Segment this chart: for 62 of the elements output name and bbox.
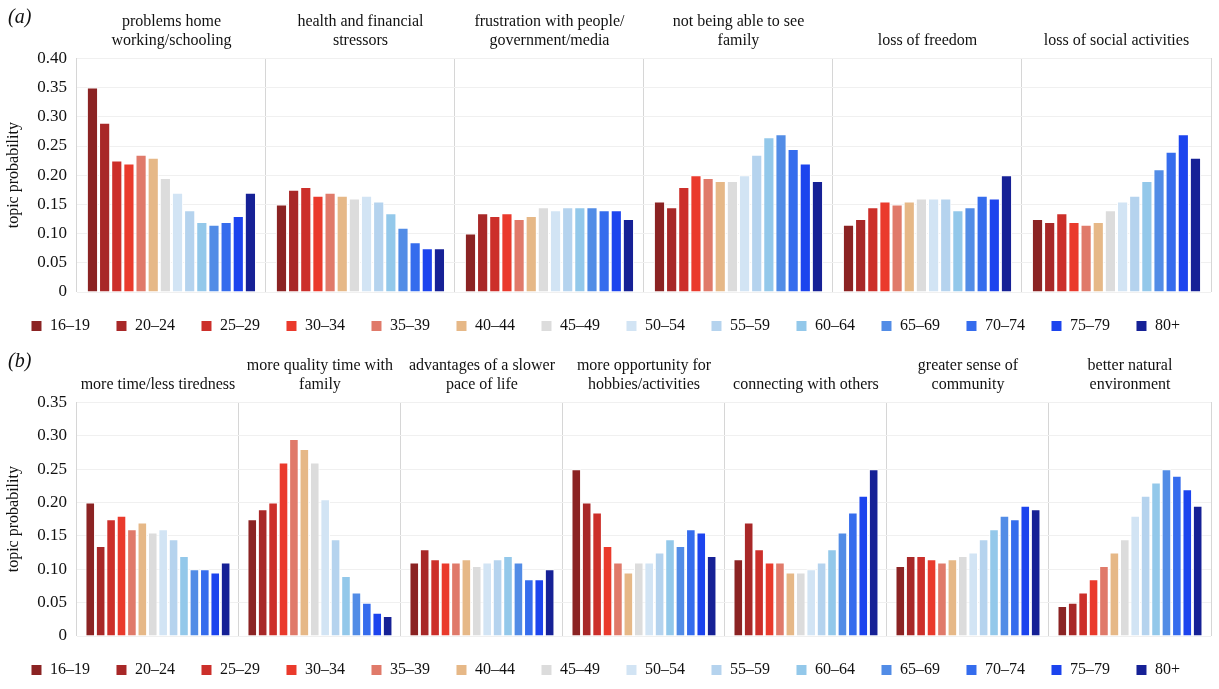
x-tick-label: frustration with people/government/media — [474, 11, 626, 49]
legend-label: 55–59 — [729, 316, 770, 334]
legend-label: 75–79 — [1069, 660, 1110, 678]
y-tick-label: 0 — [58, 281, 67, 301]
y-tick-label: 0.10 — [37, 223, 67, 243]
legend-label: 40–44 — [474, 660, 515, 678]
x-tick-label: not being able to see family — [672, 11, 805, 49]
legend-label: 45–49 — [559, 316, 600, 334]
legend-label: 50–54 — [644, 316, 685, 334]
x-tick-label: better natural environment — [1087, 355, 1173, 392]
y-tick-label: 0.15 — [37, 193, 67, 213]
x-tick-label: more quality time with family — [246, 355, 394, 393]
legend-label: 70–74 — [984, 316, 1025, 334]
legend-label: 35–39 — [389, 660, 430, 678]
legend-label: 65–69 — [899, 316, 940, 334]
legend-label: 16–19 — [49, 660, 90, 678]
x-tick-label: more opportunity for hobbies/activities — [576, 355, 712, 392]
x-tick-label: advantages of a slower pace of life — [408, 355, 556, 393]
legend-label: 60–64 — [814, 316, 855, 334]
y-tick-label: 0.20 — [37, 491, 67, 511]
y-tick-label: 0.30 — [37, 106, 67, 126]
legend-label: 80+ — [1154, 660, 1181, 678]
x-tick-label: connecting with others — [733, 375, 879, 393]
legend-label: 55–59 — [729, 660, 770, 678]
y-axis-title: topic probability — [3, 122, 22, 229]
x-tick-label: more time/less tiredness — [80, 375, 236, 392]
y-tick-label: 0 — [58, 625, 67, 645]
legend-label: 65–69 — [899, 660, 940, 678]
text: (b) — [8, 349, 32, 373]
y-tick-label: 0.10 — [37, 558, 67, 578]
y-tick-label: 0.05 — [37, 252, 67, 272]
legend-label: 20–24 — [134, 316, 175, 334]
x-tick-label: greater sense of community — [917, 355, 1019, 393]
y-tick-label: 0.30 — [37, 425, 67, 445]
legend-label: 75–79 — [1069, 316, 1110, 334]
y-tick-label: 0.35 — [37, 77, 67, 97]
legend-label: 16–19 — [49, 316, 90, 334]
legend-label: 40–44 — [474, 316, 515, 334]
y-tick-label: 0.25 — [37, 458, 67, 478]
x-tick-label: problems home working/schooling — [111, 11, 232, 49]
y-tick-label: 0.15 — [37, 525, 67, 545]
x-tick-label: health and financial stressors — [297, 11, 425, 48]
legend-label: 30–34 — [304, 660, 345, 678]
y-tick-label: 0.05 — [37, 592, 67, 612]
y-tick-label: 0.20 — [37, 164, 67, 184]
legend-label: 30–34 — [304, 316, 345, 334]
legend-label: 80+ — [1154, 316, 1181, 334]
legend-label: 35–39 — [389, 316, 430, 334]
legend-label: 20–24 — [134, 660, 175, 678]
x-tick-label: loss of social activities — [1043, 31, 1190, 48]
legend-label: 25–29 — [219, 316, 260, 334]
legend-label: 45–49 — [559, 660, 600, 678]
y-tick-label: 0.35 — [37, 391, 67, 411]
y-tick-label: 0.25 — [37, 135, 67, 155]
x-tick-label: loss of freedom — [877, 31, 978, 48]
legend-label: 50–54 — [644, 660, 685, 678]
legend-label: 25–29 — [219, 660, 260, 678]
y-axis-title: topic probability — [3, 466, 22, 573]
text: (a) — [8, 5, 32, 29]
y-tick-label: 0.40 — [37, 47, 67, 67]
legend-label: 60–64 — [814, 660, 855, 678]
legend-label: 70–74 — [984, 660, 1025, 678]
